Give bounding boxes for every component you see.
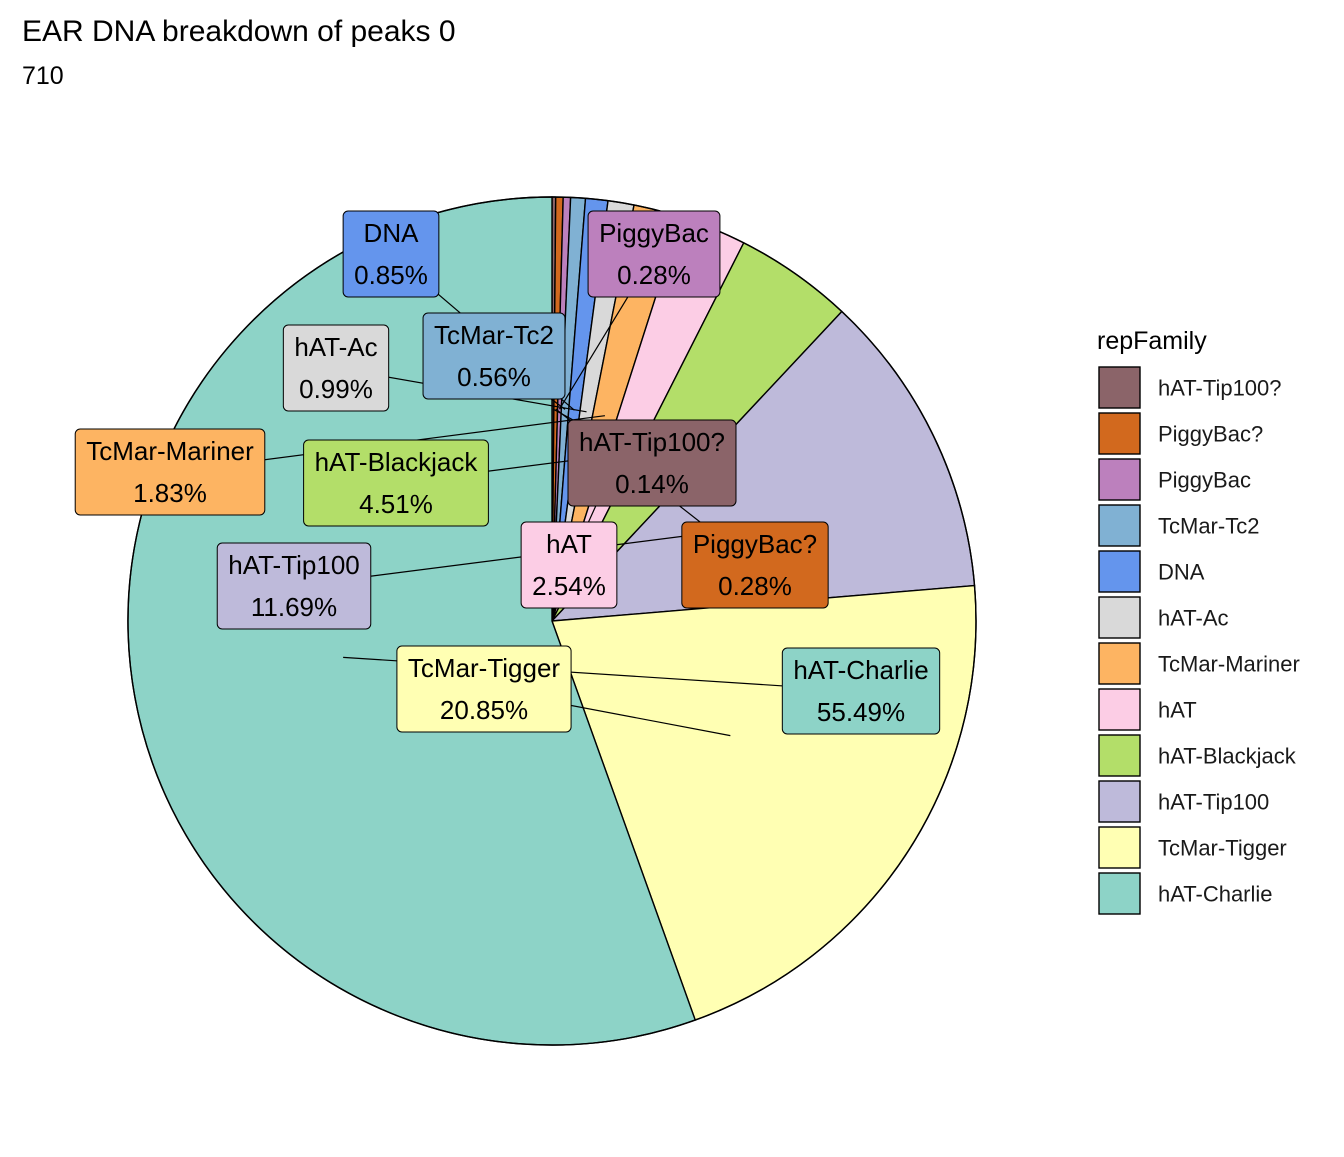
slice-label-percent: 20.85% bbox=[440, 695, 528, 725]
legend: repFamily hAT-Tip100? PiggyBac? PiggyBac Tc… bbox=[1097, 327, 1300, 915]
slice-label-percent: 11.69% bbox=[251, 592, 337, 622]
slice-label-name: hAT-Charlie bbox=[793, 655, 928, 685]
legend-swatch bbox=[1098, 734, 1141, 777]
legend-swatch bbox=[1098, 826, 1141, 869]
slice-label-name: DNA bbox=[364, 218, 420, 248]
legend-swatch bbox=[1098, 642, 1141, 685]
chart-subtitle: 710 bbox=[22, 62, 64, 90]
slice-label-hat-charlie: hAT-Charlie 55.49% bbox=[781, 647, 941, 735]
legend-swatch bbox=[1098, 366, 1141, 409]
slice-label-name: hAT bbox=[546, 529, 592, 559]
legend-item-hat-tip100: hAT-Tip100 bbox=[1098, 780, 1269, 823]
legend-label: DNA bbox=[1158, 560, 1205, 585]
slice-label-name: PiggyBac bbox=[599, 218, 709, 248]
slice-label-name: TcMar-Tc2 bbox=[434, 320, 554, 350]
legend-label: hAT-Tip100? bbox=[1158, 376, 1282, 401]
legend-item-tcmar-tc2: TcMar-Tc2 bbox=[1098, 504, 1259, 547]
legend-swatch bbox=[1098, 504, 1141, 547]
legend-label: hAT-Ac bbox=[1158, 606, 1229, 631]
legend-swatch bbox=[1098, 780, 1141, 823]
slice-label-box bbox=[74, 428, 266, 516]
slice-label-percent: 2.54% bbox=[532, 571, 606, 601]
slice-label-box bbox=[781, 647, 941, 735]
legend-item-hat: hAT bbox=[1098, 688, 1197, 731]
slice-label-name: TcMar-Tigger bbox=[408, 653, 561, 683]
legend-title: repFamily bbox=[1097, 327, 1207, 355]
slice-label-box bbox=[342, 210, 440, 298]
slice-label-name: hAT-Tip100 bbox=[228, 550, 360, 580]
legend-swatch bbox=[1098, 872, 1141, 915]
slice-label-name: hAT-Blackjack bbox=[315, 447, 479, 477]
slice-label-box bbox=[303, 439, 489, 527]
slice-label-percent: 0.99% bbox=[299, 374, 373, 404]
legend-label: TcMar-Tc2 bbox=[1158, 514, 1259, 539]
legend-label: hAT-Blackjack bbox=[1158, 744, 1297, 769]
legend-swatch bbox=[1098, 550, 1141, 593]
legend-items: hAT-Tip100? PiggyBac? PiggyBac TcMar-Tc2 DNA… bbox=[1098, 366, 1300, 915]
slice-label-dna: DNA 0.85% bbox=[342, 210, 440, 298]
legend-item-hat-ac: hAT-Ac bbox=[1098, 596, 1229, 639]
slice-label-percent: 55.49% bbox=[817, 697, 905, 727]
legend-label: TcMar-Mariner bbox=[1158, 652, 1300, 677]
legend-item-piggybac-q: PiggyBac? bbox=[1098, 412, 1263, 455]
legend-swatch bbox=[1098, 596, 1141, 639]
legend-item-tcmar-mariner: TcMar-Mariner bbox=[1098, 642, 1300, 685]
slice-label-percent: 4.51% bbox=[359, 489, 433, 519]
slice-label-name: hAT-Tip100? bbox=[579, 427, 725, 457]
legend-item-tcmar-tigger: TcMar-Tigger bbox=[1098, 826, 1287, 869]
slice-label-piggybac-q: PiggyBac? 0.28% bbox=[681, 521, 829, 609]
slice-label-percent: 0.85% bbox=[354, 260, 428, 290]
slice-label-box bbox=[422, 312, 566, 400]
slice-label-box bbox=[520, 521, 618, 609]
legend-item-piggybac: PiggyBac bbox=[1098, 458, 1251, 501]
legend-item-hat-blackjack: hAT-Blackjack bbox=[1098, 734, 1297, 777]
slice-label-name: TcMar-Mariner bbox=[86, 436, 254, 466]
slice-label-name: PiggyBac? bbox=[693, 529, 817, 559]
legend-label: PiggyBac? bbox=[1158, 422, 1263, 447]
chart-title: EAR DNA breakdown of peaks 0 bbox=[22, 15, 456, 48]
legend-label: TcMar-Tigger bbox=[1158, 836, 1287, 861]
legend-swatch bbox=[1098, 458, 1141, 501]
slice-label-percent: 0.56% bbox=[457, 362, 531, 392]
legend-item-hat-charlie: hAT-Charlie bbox=[1098, 872, 1273, 915]
legend-label: hAT bbox=[1158, 698, 1197, 723]
slice-label-tcmar-mariner: TcMar-Mariner 1.83% bbox=[74, 428, 266, 516]
slice-label-percent: 1.83% bbox=[133, 478, 207, 508]
slice-label-tcmar-tigger: TcMar-Tigger 20.85% bbox=[396, 645, 572, 733]
slice-label-hat-blackjack: hAT-Blackjack 4.51% bbox=[303, 439, 489, 527]
legend-item-dna: DNA bbox=[1098, 550, 1205, 593]
slice-label-box bbox=[681, 521, 829, 609]
slice-label-piggybac: PiggyBac 0.28% bbox=[587, 210, 721, 298]
slice-label-percent: 0.28% bbox=[718, 571, 792, 601]
slice-label-percent: 0.14% bbox=[615, 469, 689, 499]
pie-labels: hAT-Tip100? 0.14%PiggyBac? 0.28% PiggyBac 0.… bbox=[74, 210, 941, 735]
slice-label-box bbox=[587, 210, 721, 298]
legend-label: hAT-Charlie bbox=[1158, 882, 1273, 907]
slice-label-hat-tip100: hAT-Tip100 11.69% bbox=[216, 542, 372, 630]
slice-label-tcmar-tc2: TcMar-Tc2 0.56% bbox=[422, 312, 566, 400]
legend-label: hAT-Tip100 bbox=[1158, 790, 1269, 815]
slice-label-hat: hAT 2.54% bbox=[520, 521, 618, 609]
legend-swatch bbox=[1098, 688, 1141, 731]
legend-item-hat-tip100-q: hAT-Tip100? bbox=[1098, 366, 1282, 409]
slice-label-name: hAT-Ac bbox=[294, 332, 377, 362]
slice-label-box bbox=[282, 324, 390, 412]
pie-outline bbox=[127, 196, 977, 1046]
slice-label-box bbox=[216, 542, 372, 630]
slice-label-hat-tip100-q: hAT-Tip100? 0.14% bbox=[567, 419, 737, 507]
slice-label-box bbox=[567, 419, 737, 507]
slice-label-box bbox=[396, 645, 572, 733]
legend-label: PiggyBac bbox=[1158, 468, 1251, 493]
legend-swatch bbox=[1098, 412, 1141, 455]
slice-label-hat-ac: hAT-Ac 0.99% bbox=[282, 324, 390, 412]
slice-label-percent: 0.28% bbox=[617, 260, 691, 290]
